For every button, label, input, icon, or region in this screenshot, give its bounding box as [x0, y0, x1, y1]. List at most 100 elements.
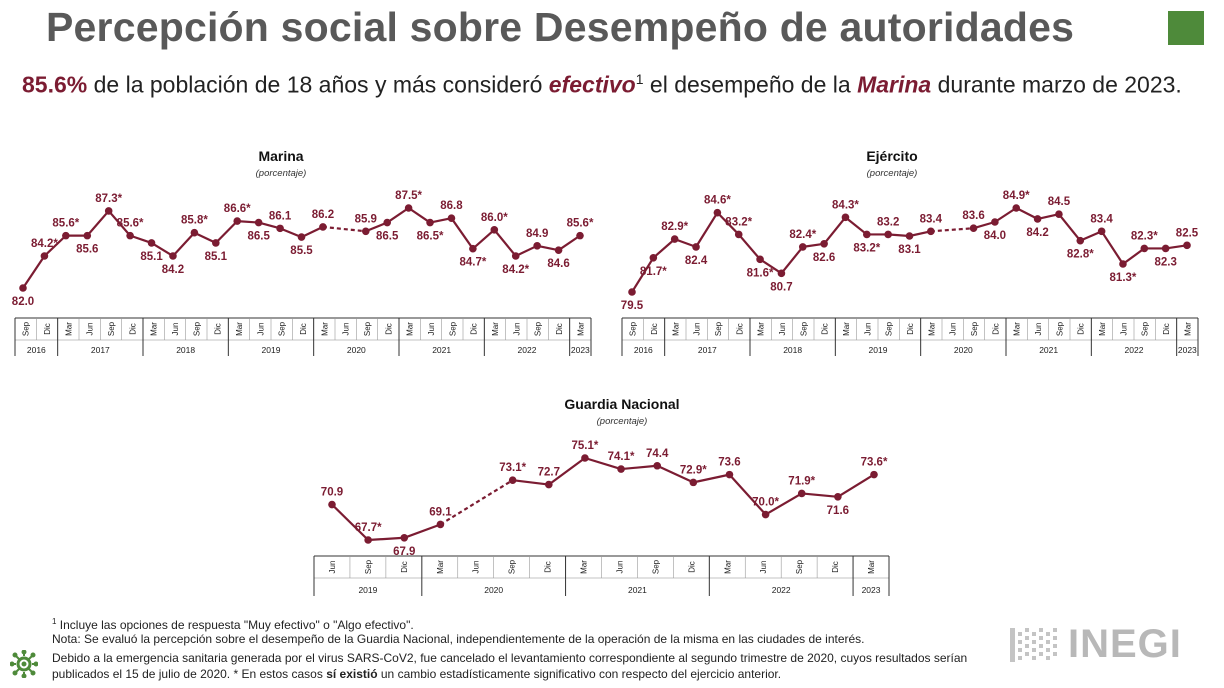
data-point	[617, 465, 625, 473]
series-line-segment	[331, 503, 369, 541]
data-point	[581, 454, 589, 462]
data-point	[1119, 260, 1127, 268]
data-point	[834, 492, 842, 501]
data-point	[276, 224, 284, 233]
page-title: Percepción social sobre Desempeño de aut…	[46, 4, 1075, 50]
series-line-segment	[1058, 213, 1082, 242]
data-label: 71.9*	[788, 475, 815, 487]
data-point	[19, 284, 27, 292]
data-point	[436, 520, 445, 529]
x-tick-label: Jun	[615, 561, 624, 574]
series-line-segment	[631, 257, 655, 293]
data-label: 73.1*	[499, 462, 526, 474]
x-tick-label: Sep	[970, 321, 979, 336]
x-tick-label: Mar	[723, 560, 732, 574]
data-label: 82.0	[12, 296, 34, 308]
data-label: 70.9	[321, 487, 343, 499]
x-tick-label: Mar	[1098, 322, 1107, 336]
year-label: 2022	[518, 345, 537, 355]
data-point	[126, 231, 134, 240]
series-line-segment	[759, 258, 783, 275]
data-label: 86.8	[440, 200, 463, 212]
year-label: 2023	[1178, 345, 1197, 355]
headline-efectivo: efectivo	[548, 71, 636, 98]
data-point	[554, 246, 563, 254]
series-line-segment	[728, 473, 767, 516]
data-point	[469, 244, 477, 253]
chart-subtitle: (porcentaje)	[867, 168, 918, 179]
data-label: 82.4*	[789, 229, 816, 241]
x-tick-label: Dic	[43, 323, 52, 335]
series-line-segment	[512, 479, 549, 486]
headline-text-b: el desempeño de la	[643, 71, 858, 98]
series-line-segment	[765, 492, 803, 516]
data-label: 84.5	[1048, 196, 1071, 208]
x-tick-label: Dic	[128, 323, 137, 335]
year-label: 2021	[432, 345, 451, 355]
data-label: 82.4	[685, 255, 708, 267]
x-tick-label: Dic	[906, 323, 915, 335]
x-tick-label: Jun	[328, 561, 337, 574]
data-point	[104, 207, 113, 215]
data-point	[820, 239, 828, 248]
footnote-3-text-b: un cambio estadísticamente significativo…	[377, 667, 782, 681]
data-label: 86.5*	[417, 231, 444, 243]
year-label: 2020	[347, 345, 366, 355]
x-tick-label: Dic	[555, 323, 564, 335]
data-point	[649, 253, 658, 262]
data-label: 85.1	[205, 251, 228, 263]
series-line-segment	[695, 212, 719, 248]
data-label: 84.6*	[704, 195, 731, 207]
x-tick-label: Dic	[650, 323, 659, 335]
data-label: 84.9	[526, 228, 548, 240]
x-tick-label: Dic	[544, 561, 553, 573]
data-point	[670, 235, 679, 243]
data-point	[841, 213, 850, 222]
data-point	[147, 239, 156, 247]
data-label: 83.2*	[853, 242, 880, 254]
data-point	[533, 242, 541, 250]
series-line-segment	[737, 233, 761, 261]
inegi-logo: INEGI	[1010, 622, 1190, 666]
year-label: 2018	[783, 345, 802, 355]
series-line-segment	[407, 207, 431, 224]
data-point	[576, 231, 584, 240]
x-tick-label: Mar	[1183, 322, 1192, 336]
data-label: 85.6*	[52, 218, 79, 230]
x-tick-label: Sep	[363, 321, 372, 336]
x-tick-label: Sep	[714, 321, 723, 336]
data-label: 85.9	[355, 213, 377, 225]
data-point	[653, 461, 661, 470]
x-tick-label: Jun	[86, 323, 95, 336]
series-line-segment	[107, 210, 131, 237]
data-label: 74.1*	[608, 451, 635, 463]
virus-icon	[10, 650, 38, 678]
data-point	[62, 231, 70, 240]
data-point	[83, 231, 92, 240]
chart-title: Ejército	[866, 148, 917, 164]
series-line-segment	[693, 473, 730, 484]
x-tick-label: Mar	[64, 322, 73, 336]
x-tick-label: Dic	[687, 561, 696, 573]
data-point	[233, 217, 242, 225]
data-label: 82.9*	[661, 221, 688, 233]
chart-subtitle: (porcentaje)	[256, 168, 307, 179]
x-tick-label: Mar	[235, 322, 244, 336]
data-point	[508, 476, 517, 484]
data-label: 87.3*	[95, 193, 122, 205]
headline: 85.6% de la población de 18 años y más c…	[22, 64, 1192, 101]
series-line-segment	[472, 228, 496, 250]
x-tick-label: Jun	[693, 323, 702, 336]
series-line-segment	[368, 536, 405, 542]
series-line-segment	[557, 234, 581, 252]
data-label: 73.6*	[861, 457, 888, 469]
series-line-segment	[716, 211, 740, 236]
year-label: 2020	[484, 585, 503, 595]
x-tick-label: Dic	[831, 561, 840, 573]
series-line-segment	[43, 234, 67, 257]
footnote-1-text: Incluye las opciones de respuesta "Muy e…	[56, 618, 414, 632]
x-tick-label: Sep	[1141, 321, 1150, 336]
year-label: 2018	[176, 345, 195, 355]
data-label: 83.2	[877, 216, 899, 228]
data-label: 72.9*	[680, 464, 707, 476]
